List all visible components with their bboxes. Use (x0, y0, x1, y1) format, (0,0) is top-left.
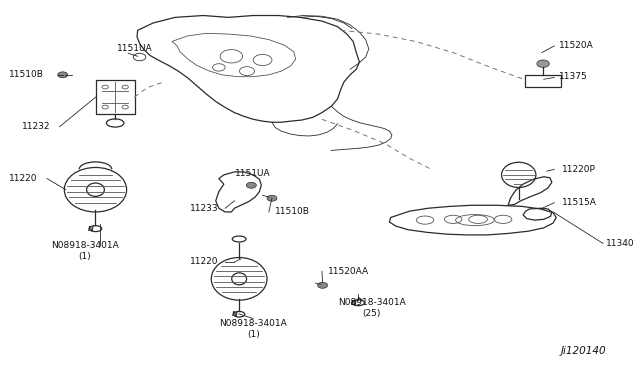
Text: 11220: 11220 (190, 257, 219, 266)
Text: 11520AA: 11520AA (328, 267, 369, 276)
Text: 11510B: 11510B (275, 208, 310, 217)
Circle shape (267, 195, 277, 201)
Text: (1): (1) (78, 252, 91, 261)
Text: 11375: 11375 (559, 72, 588, 81)
Text: N08918-3401A: N08918-3401A (338, 298, 406, 307)
Text: 1151UA: 1151UA (116, 44, 152, 53)
Text: N08918-3401A: N08918-3401A (51, 241, 118, 250)
Text: 1151UA: 1151UA (236, 169, 271, 177)
Text: 11510B: 11510B (9, 70, 44, 79)
Text: Ji120140: Ji120140 (561, 346, 606, 356)
Text: 11340: 11340 (606, 239, 635, 248)
Text: 11515A: 11515A (563, 198, 597, 207)
Circle shape (58, 72, 68, 78)
Text: (1): (1) (247, 330, 260, 339)
Text: N: N (88, 226, 93, 232)
Text: 11232: 11232 (22, 122, 50, 131)
Circle shape (317, 282, 328, 288)
Circle shape (537, 60, 549, 67)
Text: 11220: 11220 (9, 174, 38, 183)
Text: 11220P: 11220P (563, 165, 596, 174)
Text: N: N (351, 300, 356, 306)
Text: 11520A: 11520A (559, 41, 594, 50)
Circle shape (246, 182, 257, 188)
Text: 11233: 11233 (190, 204, 219, 213)
Text: (25): (25) (363, 310, 381, 318)
Text: N: N (232, 311, 237, 317)
Text: N08918-3401A: N08918-3401A (220, 319, 287, 328)
